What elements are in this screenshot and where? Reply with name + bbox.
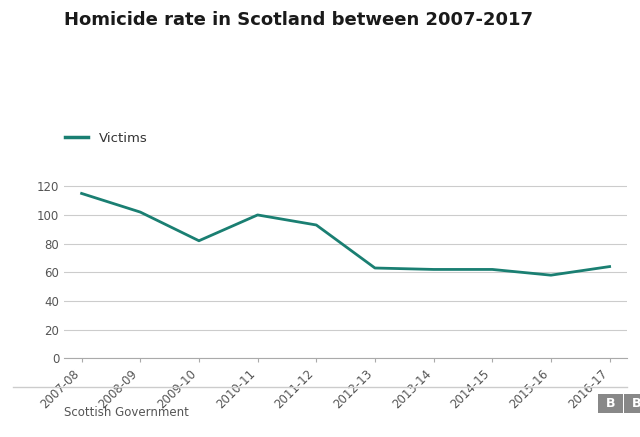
Text: Homicide rate in Scotland between 2007-2017: Homicide rate in Scotland between 2007-2… xyxy=(64,11,533,29)
Text: B: B xyxy=(606,397,615,410)
Text: Scottish Government: Scottish Government xyxy=(64,406,189,419)
Legend: Victims: Victims xyxy=(60,126,153,150)
Text: B: B xyxy=(632,397,640,410)
